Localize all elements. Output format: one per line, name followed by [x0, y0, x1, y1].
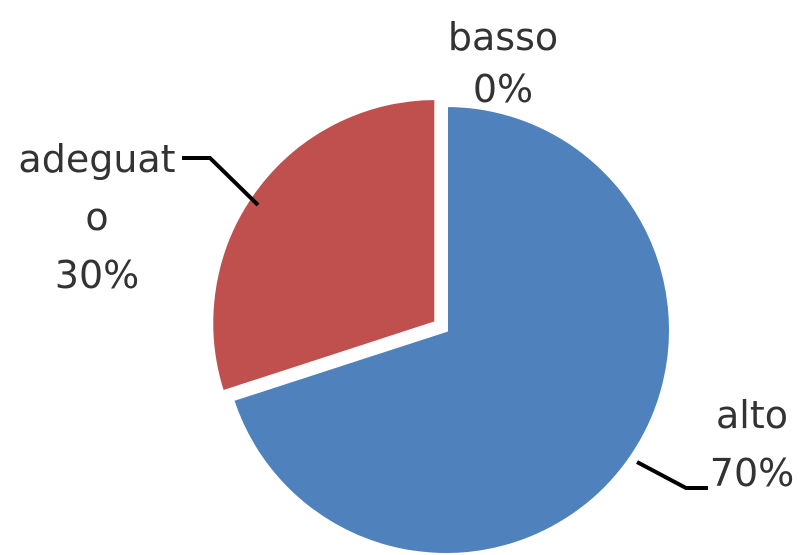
leader-line-alto	[636, 460, 708, 490]
data-label-adeguato-line-0: adeguat	[18, 137, 175, 181]
data-label-basso-line-0: basso	[448, 15, 558, 59]
data-label-alto: alto 70%	[710, 393, 794, 495]
leader-lines-layer	[182, 156, 708, 490]
data-label-alto-line-0: alto	[716, 393, 788, 437]
pie-slice-adeguato	[209, 95, 439, 395]
data-label-alto-line-1: 70%	[710, 451, 794, 495]
data-label-adeguato: adeguat o 30%	[18, 137, 175, 297]
data-label-basso: basso 0%	[448, 15, 558, 111]
data-labels-layer: basso 0% adeguat o 30% alto 70%	[18, 15, 794, 495]
pie-slice-alto	[229, 102, 673, 555]
data-label-adeguato-line-1: o	[85, 195, 108, 239]
data-label-basso-line-1: 0%	[473, 67, 533, 111]
slices-layer	[209, 95, 673, 555]
data-label-adeguato-line-2: 30%	[55, 253, 139, 297]
leader-line-adeguato	[182, 156, 260, 207]
